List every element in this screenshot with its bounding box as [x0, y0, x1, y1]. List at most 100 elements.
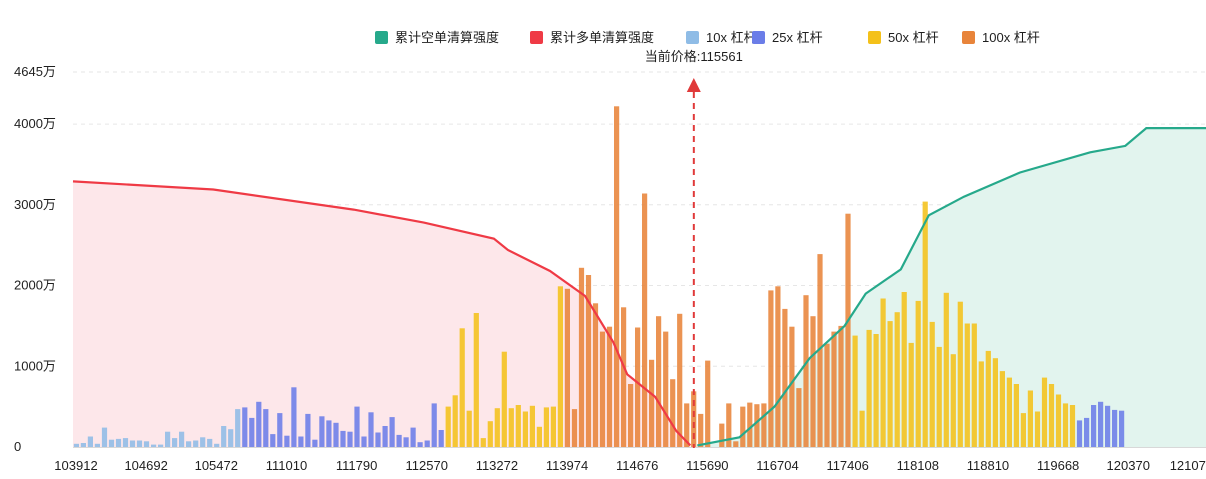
- bar-41[interactable]: [361, 436, 367, 448]
- bar-145[interactable]: [1091, 405, 1097, 447]
- bar-149[interactable]: [1119, 410, 1125, 447]
- bar-99[interactable]: [768, 290, 774, 447]
- bar-24[interactable]: [242, 407, 248, 447]
- bar-64[interactable]: [522, 411, 528, 448]
- bar-139[interactable]: [1048, 384, 1055, 447]
- bar-106[interactable]: [817, 254, 823, 447]
- bar-39[interactable]: [347, 431, 353, 447]
- bar-32[interactable]: [298, 436, 304, 448]
- bar-122[interactable]: [929, 321, 935, 447]
- bar-14[interactable]: [172, 438, 178, 447]
- bar-1[interactable]: [80, 443, 86, 447]
- bar-57[interactable]: [473, 313, 479, 447]
- bar-71[interactable]: [571, 409, 578, 447]
- bar-124[interactable]: [943, 292, 949, 447]
- bar-7[interactable]: [122, 438, 129, 447]
- bar-123[interactable]: [936, 346, 942, 447]
- bar-98[interactable]: [761, 403, 767, 447]
- bar-50[interactable]: [424, 440, 430, 448]
- bar-127[interactable]: [964, 323, 970, 448]
- bar-3[interactable]: [94, 443, 100, 447]
- bar-103[interactable]: [796, 388, 802, 447]
- bar-132[interactable]: [999, 371, 1005, 447]
- bar-56[interactable]: [466, 410, 472, 447]
- bar-5[interactable]: [108, 439, 115, 447]
- bar-105[interactable]: [810, 316, 816, 447]
- bar-23[interactable]: [235, 409, 241, 447]
- bar-141[interactable]: [1062, 403, 1069, 447]
- bar-66[interactable]: [536, 426, 542, 447]
- bar-116[interactable]: [887, 321, 893, 447]
- bar-83[interactable]: [656, 316, 662, 447]
- bar-67[interactable]: [543, 407, 549, 447]
- bar-121[interactable]: [922, 201, 928, 447]
- bar-8[interactable]: [129, 440, 136, 448]
- bar-29[interactable]: [277, 413, 283, 447]
- legend-item-1[interactable]: 累计多单清算强度: [530, 30, 654, 45]
- bar-38[interactable]: [340, 430, 346, 447]
- bar-27[interactable]: [263, 409, 269, 447]
- bar-144[interactable]: [1084, 417, 1090, 447]
- bar-16[interactable]: [186, 441, 192, 447]
- legend-item-3[interactable]: 25x 杠杆: [752, 30, 823, 45]
- bar-20[interactable]: [214, 443, 220, 447]
- bar-74[interactable]: [592, 303, 599, 447]
- bar-76[interactable]: [606, 326, 613, 447]
- legend-item-4[interactable]: 50x 杠杆: [868, 30, 939, 45]
- bar-9[interactable]: [136, 440, 143, 448]
- bar-68[interactable]: [550, 406, 556, 447]
- bar-120[interactable]: [915, 300, 921, 447]
- bar-12[interactable]: [158, 444, 164, 447]
- bar-52[interactable]: [438, 430, 444, 447]
- bar-134[interactable]: [1013, 384, 1019, 447]
- bar-93[interactable]: [726, 403, 732, 447]
- bar-100[interactable]: [775, 286, 781, 447]
- bar-25[interactable]: [249, 417, 255, 447]
- bar-114[interactable]: [873, 334, 879, 447]
- bar-13[interactable]: [165, 431, 171, 447]
- bar-137[interactable]: [1034, 411, 1041, 448]
- bar-73[interactable]: [585, 275, 592, 447]
- bar-69[interactable]: [557, 286, 563, 447]
- bar-53[interactable]: [445, 406, 451, 447]
- bar-4[interactable]: [101, 427, 108, 447]
- bar-95[interactable]: [740, 406, 746, 447]
- bar-101[interactable]: [782, 308, 788, 447]
- bar-143[interactable]: [1076, 420, 1083, 447]
- bar-147[interactable]: [1105, 405, 1111, 447]
- bar-65[interactable]: [529, 405, 535, 447]
- bar-94[interactable]: [733, 441, 739, 447]
- bar-63[interactable]: [515, 405, 521, 447]
- bar-55[interactable]: [459, 328, 465, 447]
- bar-86[interactable]: [677, 313, 683, 447]
- bar-125[interactable]: [950, 354, 956, 447]
- bar-72[interactable]: [578, 267, 585, 447]
- bar-15[interactable]: [179, 431, 185, 447]
- bar-34[interactable]: [312, 439, 318, 447]
- bar-140[interactable]: [1055, 394, 1062, 448]
- bar-148[interactable]: [1112, 409, 1118, 447]
- bar-31[interactable]: [291, 387, 297, 447]
- bar-131[interactable]: [992, 358, 998, 447]
- bar-10[interactable]: [143, 441, 150, 447]
- bar-42[interactable]: [368, 412, 374, 447]
- bar-79[interactable]: [628, 384, 634, 447]
- bar-58[interactable]: [480, 438, 486, 447]
- bar-128[interactable]: [971, 323, 977, 448]
- bar-26[interactable]: [256, 401, 262, 447]
- legend-item-2[interactable]: 10x 杠杆: [686, 30, 757, 45]
- bar-49[interactable]: [417, 442, 423, 447]
- legend-item-5[interactable]: 100x 杠杆: [962, 30, 1040, 45]
- bar-11[interactable]: [151, 444, 157, 447]
- bar-115[interactable]: [880, 298, 886, 448]
- bar-61[interactable]: [501, 351, 507, 447]
- bar-119[interactable]: [908, 342, 914, 447]
- bar-87[interactable]: [684, 403, 690, 447]
- bar-118[interactable]: [901, 292, 907, 447]
- bar-18[interactable]: [200, 437, 206, 447]
- bar-102[interactable]: [789, 326, 795, 447]
- bar-142[interactable]: [1069, 405, 1076, 447]
- bar-138[interactable]: [1041, 377, 1048, 447]
- bar-104[interactable]: [803, 295, 809, 447]
- bar-21[interactable]: [221, 426, 227, 447]
